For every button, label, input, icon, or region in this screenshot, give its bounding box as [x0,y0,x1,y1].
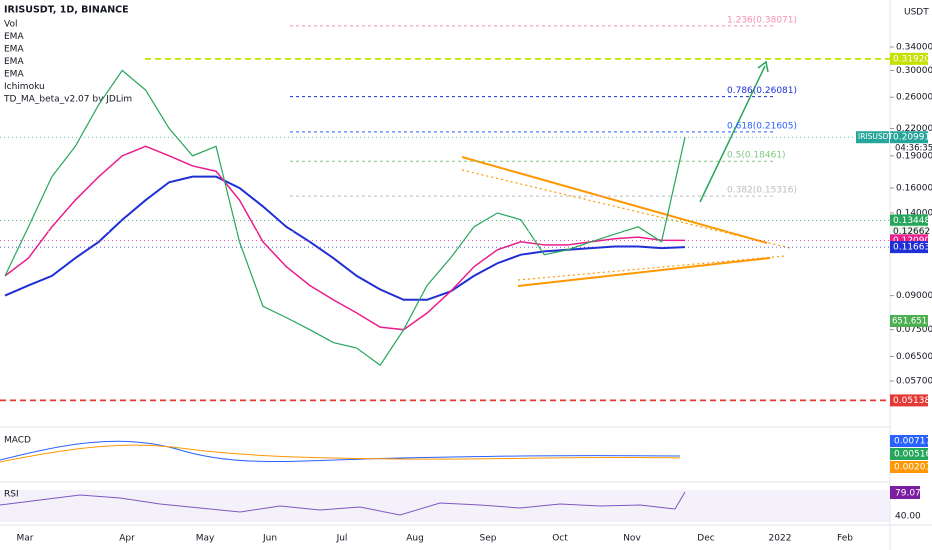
macd-badge [890,461,928,473]
time-label: Jul [336,534,348,544]
macd-badge-text: 0.00201 [894,463,931,473]
price-badge-text: 0.20991 [893,133,930,143]
indicator-label: TD_MA_beta_v2.07 by JDLim [3,95,132,105]
price-badge-text: 0.31920 [893,54,930,64]
macd-title: MACD [4,436,31,446]
macd-line [0,440,681,462]
price-badge [890,394,928,407]
time-label: Aug [406,534,424,544]
time-label: Feb [837,534,853,544]
price-badge [890,52,928,65]
indicator-label: EMA [4,45,24,55]
price-line [4,175,686,301]
rsi-badge [890,486,920,499]
rsi-band [0,490,890,522]
time-label: Apr [119,534,135,544]
price-tick-label: 0.06500 [896,352,932,362]
symbol-badge [856,131,889,144]
price-tick-label: 0.30000 [896,66,932,76]
rsi-value: 79.07 [895,489,921,499]
indicator-label: Ichimoku [4,82,45,92]
fib-label: 1.236(0.38071) [727,15,797,25]
indicator-label: Vol [4,20,17,30]
price-tick-label: 0.22000 [896,124,932,134]
price-tick-label: 0.05700 [896,376,932,386]
price-badge [890,214,928,227]
indicator-label: EMA [4,70,24,80]
price-badge [890,241,928,254]
price-line [4,145,686,331]
indicator-label: EMA [4,57,24,67]
volume-badge [890,315,928,327]
symbol: IRISUSDT, 1D, BINANCE [4,5,129,16]
macd-badge-text: 0.00516 [894,450,931,460]
time-label: Mar [17,534,34,544]
price-badge-text: 0.12662 [893,227,930,237]
price-badge-text: 0.13448 [893,216,930,226]
price-badge-text: 0.05138 [893,396,930,406]
price-badge-text: 0.12090 [893,236,930,246]
time-label: Nov [623,534,641,544]
time-label: Oct [552,534,568,544]
macd-badge [890,435,928,447]
fib-label: 0.382(0.15316) [727,186,797,196]
price-tick-label: 0.14000 [896,208,932,218]
time-label: Sep [480,534,497,544]
time-label: 2022 [769,534,792,544]
indicator-label: EMA [4,32,24,42]
fib-label: 0.5(0.18461) [727,151,786,161]
signal-line [0,444,681,463]
time-label: Dec [697,534,714,544]
triangle-dotted [461,169,791,281]
currency: USDT [904,8,929,18]
rsi-line [0,491,686,516]
target-arrow [699,60,769,203]
fib-label: 0.786(0.26081) [727,86,797,96]
price-badge [890,131,928,144]
price-tick-label: 0.19000 [896,151,932,161]
price-tick-label: 0.34000 [896,43,932,53]
symbol-badge-text: IRISUSDT [858,132,893,141]
fib-label: 0.618(0.21605) [727,121,797,131]
rsi-level: 40.00 [895,512,921,522]
price-line [4,69,686,367]
price-tick-label: 0.07500 [896,325,932,335]
macd-badge-text: 0.00717 [894,437,931,447]
price-tick-label: 0.26000 [896,93,932,103]
countdown: 04:36:35 [895,144,932,154]
triangle-lines [461,156,771,287]
macd-badge [890,448,928,460]
price-tick-label: 0.16000 [896,183,932,193]
time-label: Jun [262,534,277,544]
volume-badge-text: 651.651M [892,317,932,327]
rsi-title: RSI [4,490,19,500]
price-badge-text: 0.11663 [893,243,930,253]
time-label: May [196,534,215,544]
price-tick-label: 0.09000 [896,291,932,301]
